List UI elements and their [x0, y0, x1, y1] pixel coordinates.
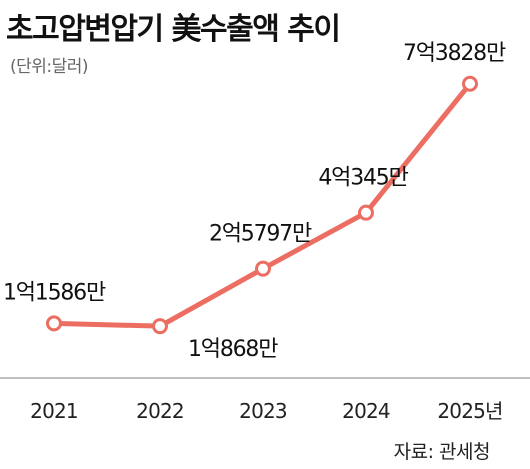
data-label: 1억868만: [188, 337, 278, 362]
x-tick-label: 2023: [239, 399, 287, 423]
x-tick-label: 2024: [342, 399, 390, 423]
source-note: 자료: 관세청: [393, 441, 491, 463]
data-points: [46, 75, 478, 335]
data-label: 4억345만: [318, 166, 408, 191]
data-label: 2억5797만: [209, 222, 312, 247]
data-point: [152, 318, 168, 335]
data-labels: 1억1586만 1억868만 2억5797만 4억345만 7억3828만: [3, 41, 507, 362]
x-tick-label: 2022: [136, 399, 184, 423]
x-axis-ticks: 2021 2022 2023 2024 2025년: [30, 399, 503, 423]
unit-label: (단위:달러): [10, 57, 89, 77]
data-point: [462, 75, 478, 92]
data-point: [255, 260, 271, 277]
chart-title: 초고압변압기 美수출액 추이: [6, 12, 341, 47]
x-tick-label: 2021: [30, 399, 78, 423]
x-tick-label: 2025년: [437, 399, 502, 423]
series-line: [51, 81, 473, 329]
data-point: [46, 315, 62, 332]
data-label: 1억1586만: [3, 280, 106, 305]
data-label: 7억3828만: [403, 41, 506, 66]
data-point: [358, 204, 374, 221]
